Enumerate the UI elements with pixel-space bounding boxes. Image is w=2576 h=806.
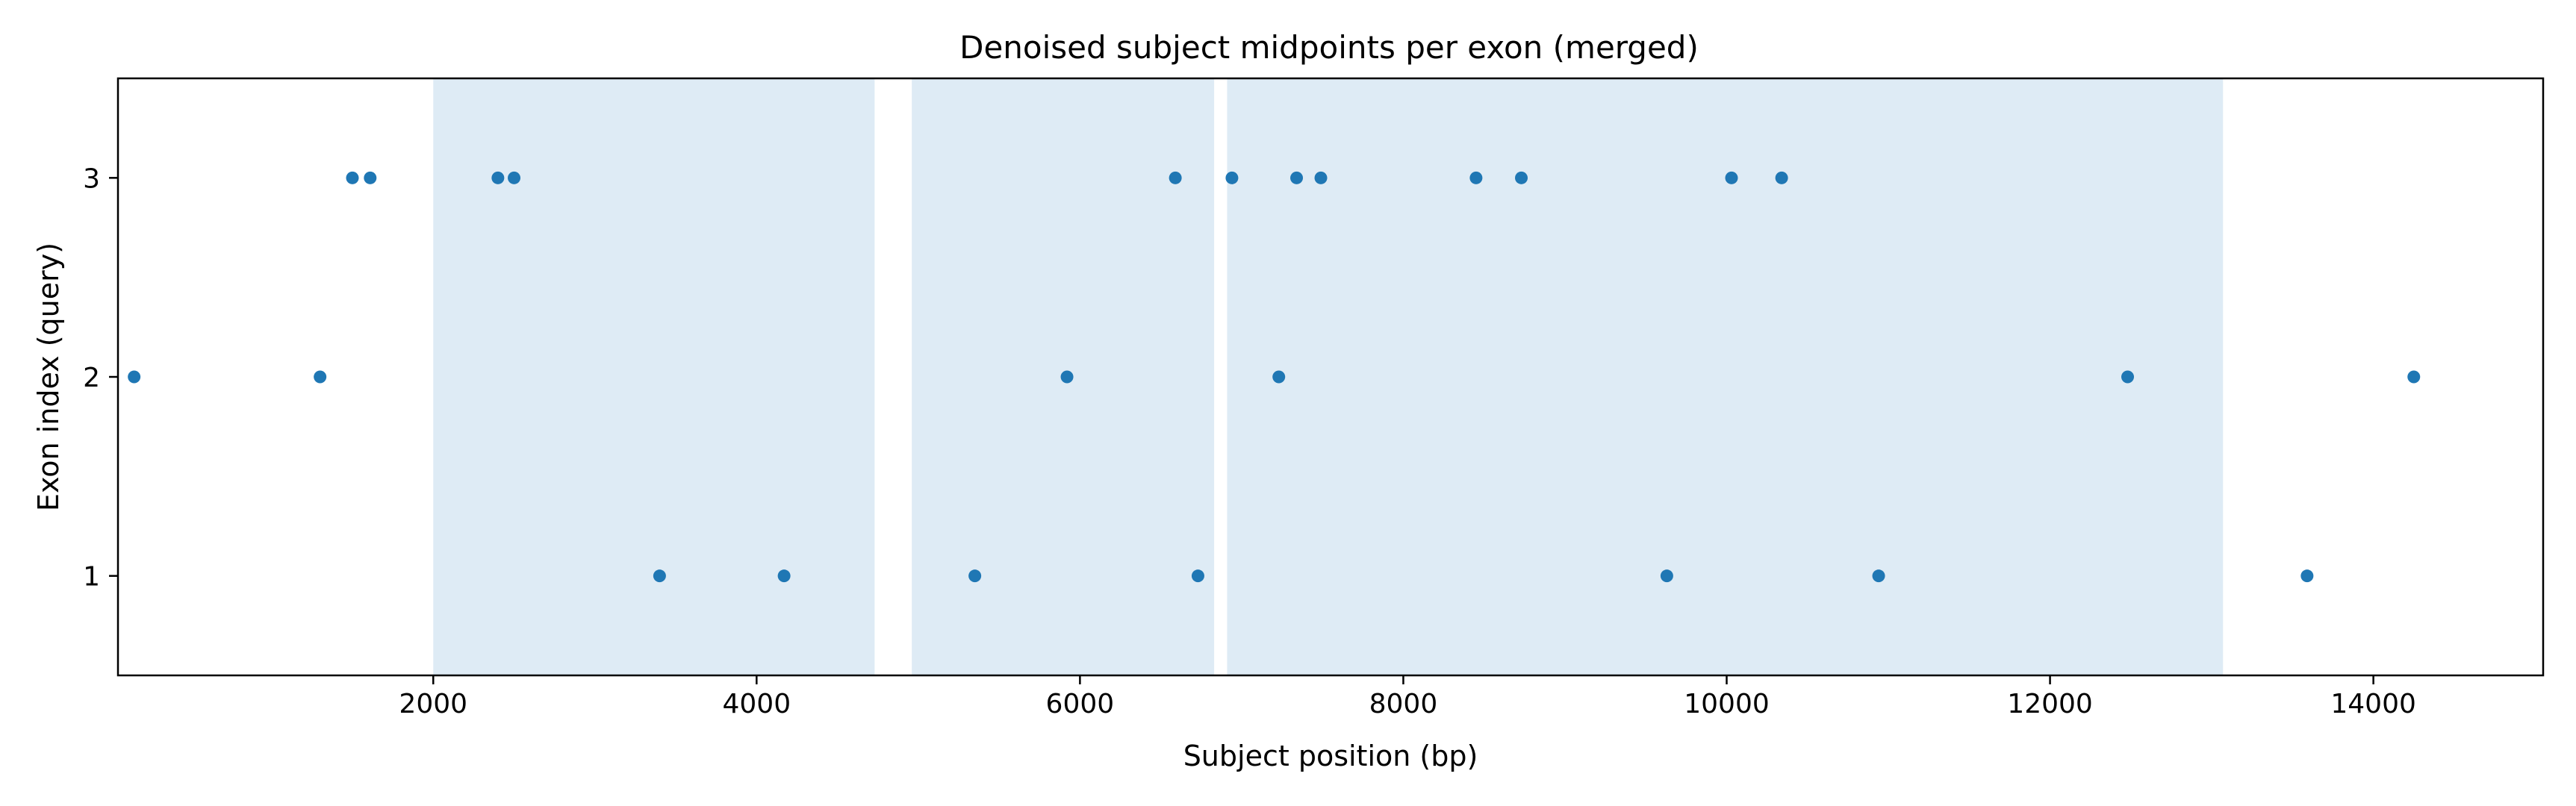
data-point — [1515, 171, 1528, 184]
x-tick-label: 10000 — [1684, 689, 1770, 719]
data-point — [128, 370, 141, 384]
x-tick-label: 8000 — [1369, 689, 1438, 719]
data-point — [777, 569, 791, 583]
data-point — [968, 569, 982, 583]
data-point — [1314, 171, 1328, 184]
data-point — [1469, 171, 1483, 184]
data-points — [128, 171, 2421, 583]
data-point — [491, 171, 505, 184]
x-axis-title: Subject position (bp) — [1183, 740, 1478, 772]
x-tick-label: 6000 — [1046, 689, 1115, 719]
data-point — [2407, 370, 2421, 384]
data-point — [314, 370, 327, 384]
data-point — [1660, 569, 1673, 583]
data-point — [1169, 171, 1182, 184]
data-point — [346, 171, 359, 184]
x-axis: 2000 4000 6000 8000 10000 12000 14000 — [399, 675, 2416, 719]
data-point — [508, 171, 521, 184]
shaded-region-3 — [1227, 78, 2224, 675]
y-axis-title: Exon index (query) — [32, 243, 65, 511]
y-tick-label: 2 — [83, 363, 100, 393]
data-point — [2300, 569, 2314, 583]
x-tick-label: 4000 — [722, 689, 791, 719]
data-point — [1290, 171, 1304, 184]
chart-title: Denoised subject midpoints per exon (mer… — [959, 29, 1699, 66]
shaded-region-1 — [433, 78, 875, 675]
y-tick-label: 3 — [83, 163, 100, 194]
y-axis: 1 2 3 — [83, 163, 118, 593]
data-point — [653, 569, 666, 583]
data-point — [1872, 569, 1885, 583]
x-tick-label: 14000 — [2330, 689, 2416, 719]
data-point — [1725, 171, 1738, 184]
data-point — [2121, 370, 2135, 384]
data-point — [1272, 370, 1286, 384]
y-tick-label: 1 — [83, 562, 100, 593]
data-point — [1775, 171, 1788, 184]
data-point — [1225, 171, 1239, 184]
data-point — [1191, 569, 1204, 583]
x-tick-label: 2000 — [399, 689, 467, 719]
data-point — [1060, 370, 1074, 384]
shaded-regions — [433, 78, 2224, 675]
data-point — [364, 171, 377, 184]
x-tick-label: 12000 — [2007, 689, 2093, 719]
